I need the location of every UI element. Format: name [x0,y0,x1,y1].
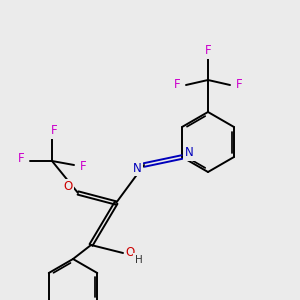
Text: N: N [133,161,141,175]
Text: F: F [51,124,57,137]
Text: F: F [174,79,180,92]
Text: H: H [135,255,143,265]
Text: F: F [236,79,242,92]
Text: O: O [63,181,73,194]
Text: N: N [184,146,194,160]
Text: F: F [80,160,86,172]
Text: F: F [18,152,24,166]
Text: F: F [205,44,211,58]
Text: O: O [125,245,135,259]
